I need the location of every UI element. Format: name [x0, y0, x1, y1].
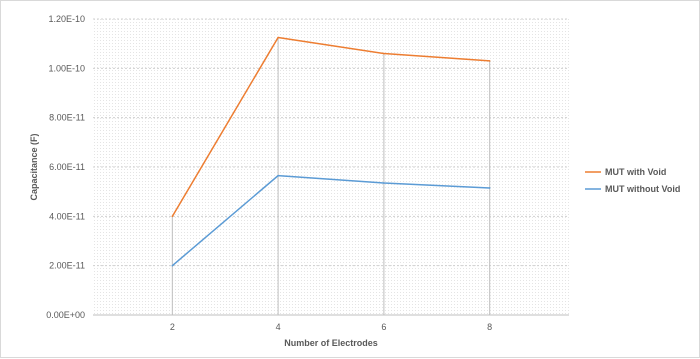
y-tick-label-3: 6.00E-11 [49, 162, 85, 172]
y-tick-label-1: 2.00E-11 [49, 261, 85, 271]
y-tick-label-4: 8.00E-11 [49, 113, 85, 123]
y-axis-title: Capacitance (F) [29, 133, 39, 200]
data-point-0-1 [277, 36, 279, 39]
y-tick-labels: 0.00E+00 2.00E-11 4.00E-11 6.00E-11 8.00E-11… [46, 14, 85, 320]
series-line-1 [171, 174, 490, 267]
x-tick-label-0: 2 [170, 322, 175, 332]
data-point-0-2 [383, 52, 385, 55]
x-tick-label-1: 4 [276, 322, 281, 332]
x-axis-title: Number of Electrodes [284, 338, 378, 348]
legend-label-1: MUT without Void [605, 184, 680, 194]
legend: MUT with Void MUT without Void [585, 167, 680, 194]
y-tick-label-6: 1.20E-10 [48, 14, 85, 24]
series [171, 36, 491, 267]
data-point-1-0 [171, 264, 174, 267]
data-point-1-3 [488, 187, 491, 189]
data-point-0-0 [171, 215, 174, 218]
data-point-1-2 [383, 182, 385, 184]
data-point-1-1 [277, 174, 279, 177]
y-tick-label-5: 1.00E-10 [48, 63, 85, 73]
x-tick-label-3: 8 [487, 322, 492, 332]
data-point-0-3 [488, 60, 491, 62]
x-tick-labels: 2 4 6 8 [170, 322, 492, 332]
legend-label-0: MUT with Void [605, 167, 666, 177]
series-line-0 [171, 36, 490, 217]
x-tick-label-2: 6 [381, 322, 386, 332]
y-tick-label-2: 4.00E-11 [49, 211, 85, 221]
y-tick-label-0: 0.00E+00 [46, 310, 85, 320]
